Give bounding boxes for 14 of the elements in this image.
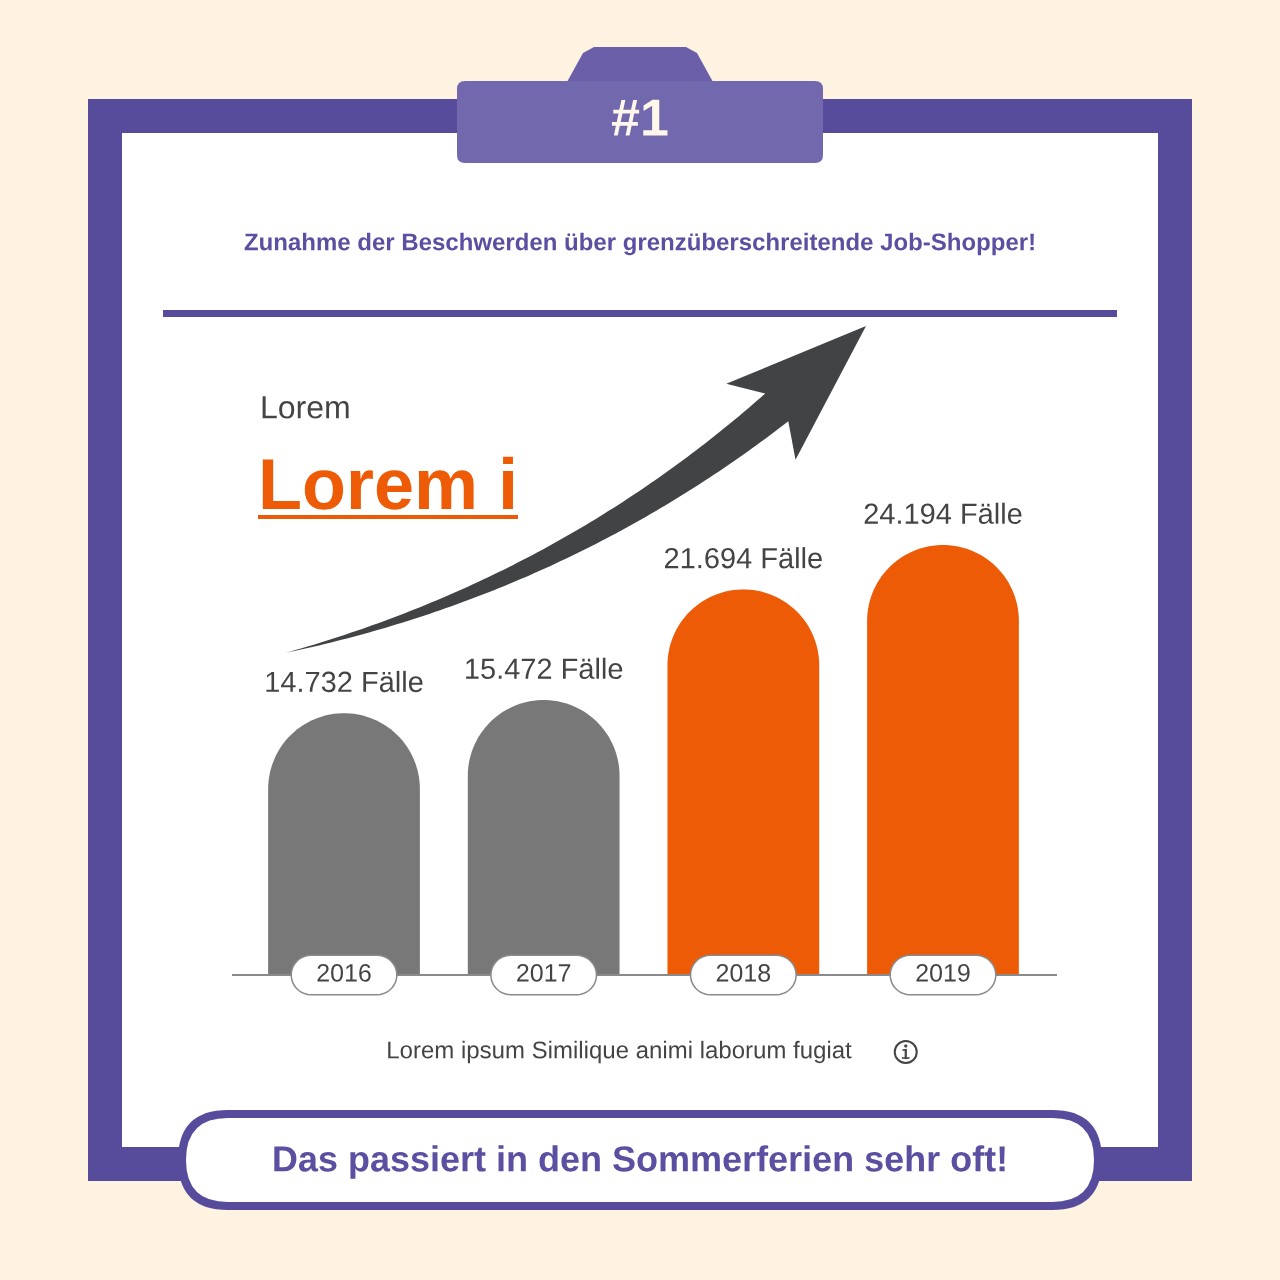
data-label: 21.694 Fälle: [664, 547, 822, 569]
data-label: 24.194 Fälle: [864, 502, 1022, 524]
text: #1: [611, 99, 668, 136]
x-tick-label: 2017: [517, 964, 571, 982]
text: Lorem: [262, 396, 349, 419]
text: Lorem ipsum Similique animi laborum fugiat: [388, 1040, 852, 1064]
x-tick-label: 2016: [317, 964, 371, 982]
x-tick-label: 2018: [716, 964, 771, 982]
text: Das passiert in den Sommerferien sehr oft!: [274, 1145, 1005, 1179]
text: Lorem i: [262, 456, 513, 510]
x-tick-label: 2019: [916, 964, 970, 982]
data-label: 14.732 Fälle: [266, 670, 423, 693]
data-label: 15.472 Fälle: [466, 657, 623, 680]
chart-title: Zunahme der Beschwerden über grenzüberschreitende Job-Shopper!: [244, 232, 1034, 256]
